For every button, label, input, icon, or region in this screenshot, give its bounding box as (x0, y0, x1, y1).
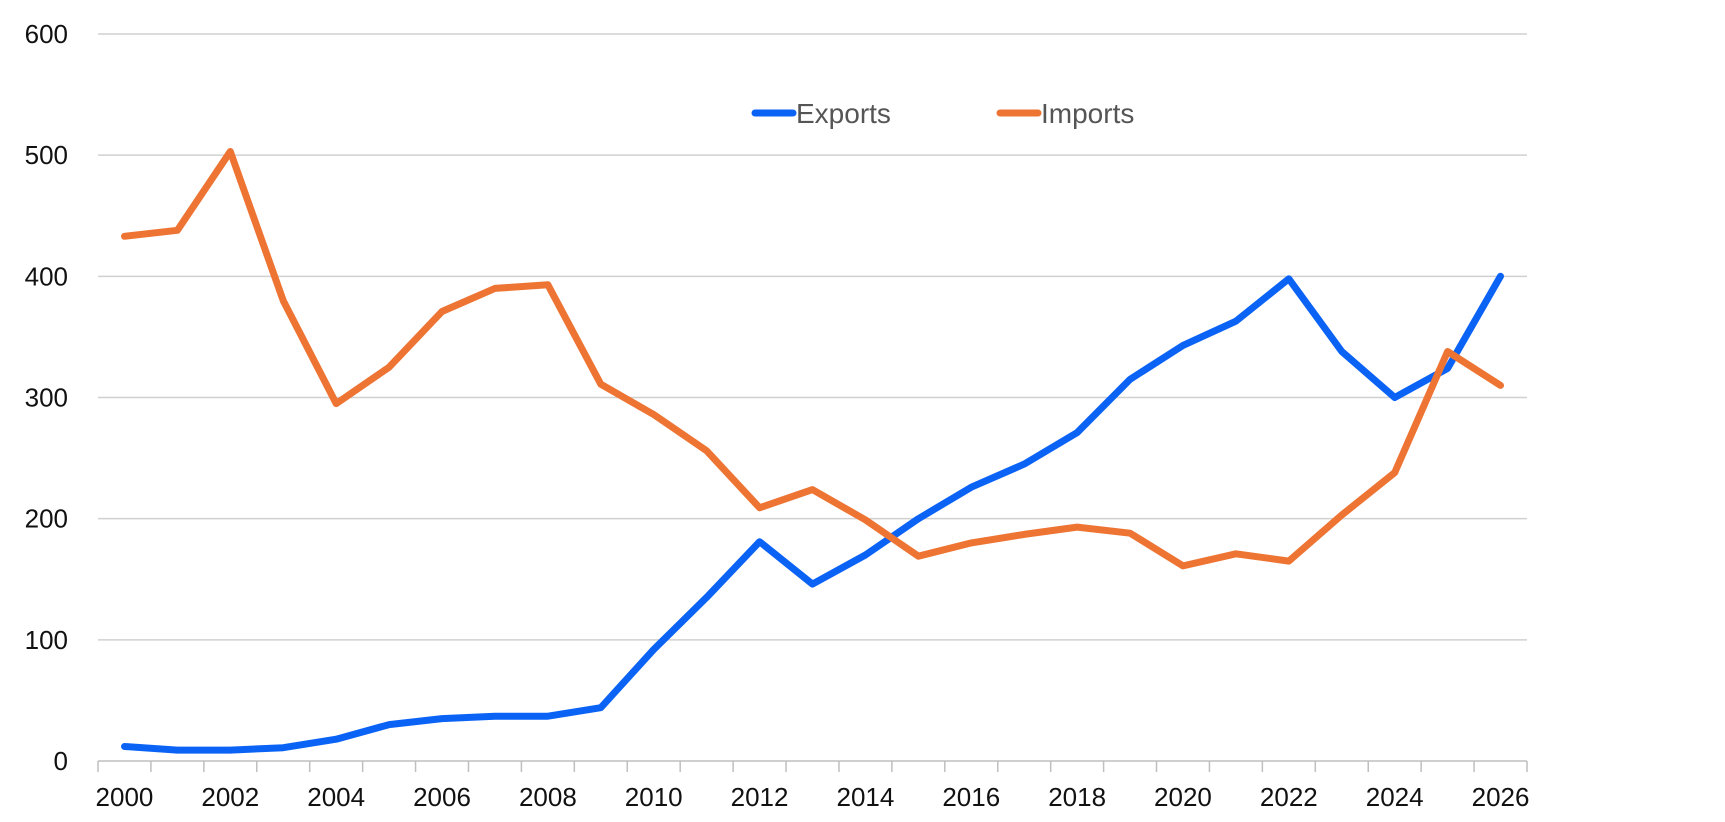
x-tick-label: 2008 (519, 782, 577, 812)
y-tick-label: 0 (54, 746, 68, 776)
series-lines (121, 148, 1504, 754)
x-tick-label: 2014 (837, 782, 895, 812)
x-tick-label: 2026 (1472, 782, 1530, 812)
x-tick-label: 2004 (307, 782, 365, 812)
y-tick-label: 600 (25, 19, 68, 49)
x-tick-label: 2000 (96, 782, 154, 812)
y-tick-label: 300 (25, 383, 68, 413)
x-tick-label: 2010 (625, 782, 683, 812)
x-tick-label: 2020 (1154, 782, 1212, 812)
y-axis: 0 100 200 300 400 500 600 (25, 19, 68, 776)
x-axis: 2000 2002 2004 2006 2008 2010 2012 2014 2016 2018… (96, 760, 1530, 812)
x-tick-label: 2016 (942, 782, 1000, 812)
legend: Exports Imports (751, 98, 1134, 129)
x-tick-label: 2018 (1048, 782, 1106, 812)
x-tick-label: 2002 (201, 782, 259, 812)
x-tick-label: 2024 (1366, 782, 1424, 812)
series-line-imports (121, 148, 1504, 570)
series-line-exports (121, 272, 1504, 754)
x-tick-label: 2006 (413, 782, 471, 812)
x-tick-label: 2022 (1260, 782, 1318, 812)
y-tick-label: 200 (25, 504, 68, 534)
y-tick-label: 100 (25, 625, 68, 655)
y-tick-label: 400 (25, 261, 68, 291)
legend-label-imports: Imports (1041, 98, 1134, 129)
legend-label-exports: Exports (796, 98, 891, 129)
x-tick-label: 2012 (731, 782, 789, 812)
y-tick-label: 500 (25, 140, 68, 170)
